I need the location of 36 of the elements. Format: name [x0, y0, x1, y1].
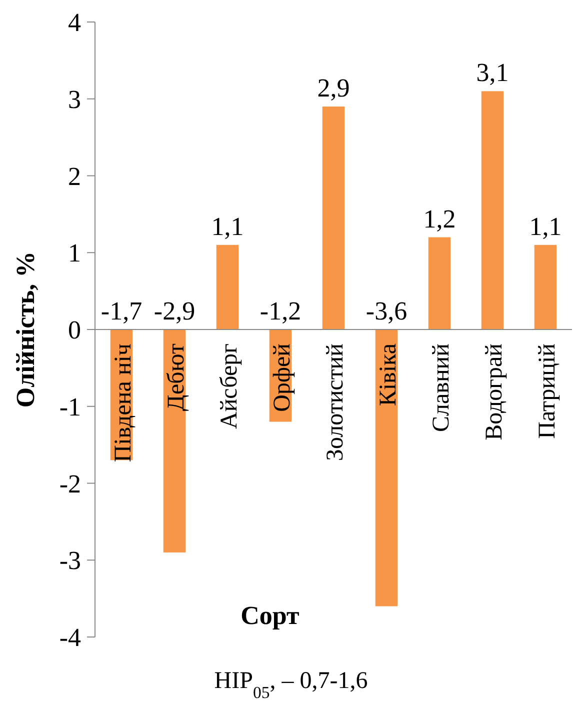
- y-tick-label: -2: [59, 469, 81, 498]
- x-tick-label: Патрицій: [534, 343, 560, 439]
- data-label: -1,7: [100, 296, 142, 326]
- y-tick-label: 0: [68, 316, 81, 345]
- text: НІР$_{05}$, – 0,7-1,6: [214, 668, 368, 702]
- data-label: -1,2: [260, 296, 302, 326]
- y-tick-label: 4: [68, 8, 81, 38]
- x-tick-label: Південа ніч: [110, 344, 136, 462]
- x-tick-label: Айсберг: [216, 343, 242, 430]
- y-tick-label: 3: [68, 84, 81, 114]
- bar: [534, 244, 557, 330]
- y-axis-title: Олійність, %: [11, 251, 40, 408]
- data-label: 1,2: [423, 204, 456, 234]
- x-tick-label: Дебют: [164, 343, 190, 412]
- bar: [481, 91, 504, 330]
- y-tick-label: 1: [68, 238, 81, 268]
- bar: [428, 237, 451, 330]
- bar: [375, 330, 398, 606]
- x-tick-label: Золотистий: [322, 343, 348, 462]
- data-label: -2,9: [154, 296, 196, 326]
- x-tick-label: Славний: [428, 343, 454, 432]
- x-tick-label: Орфей: [270, 343, 296, 412]
- bar: [216, 244, 239, 330]
- y-tick-label: -3: [59, 546, 81, 576]
- data-label: -3,6: [366, 296, 408, 326]
- data-label: 2,9: [317, 74, 350, 103]
- y-tick-label: -4: [59, 623, 81, 652]
- bar: [322, 106, 345, 330]
- data-label: 1,1: [529, 212, 562, 241]
- data-label: 1,1: [211, 212, 244, 241]
- data-label: 3,1: [476, 58, 509, 88]
- x-tick-label: Ківіка: [376, 343, 402, 406]
- y-tick-label: -1: [59, 392, 81, 422]
- x-tick-label: Водограй: [482, 343, 508, 440]
- x-axis-title: Сорт: [240, 601, 300, 630]
- y-tick-label: 2: [68, 162, 81, 191]
